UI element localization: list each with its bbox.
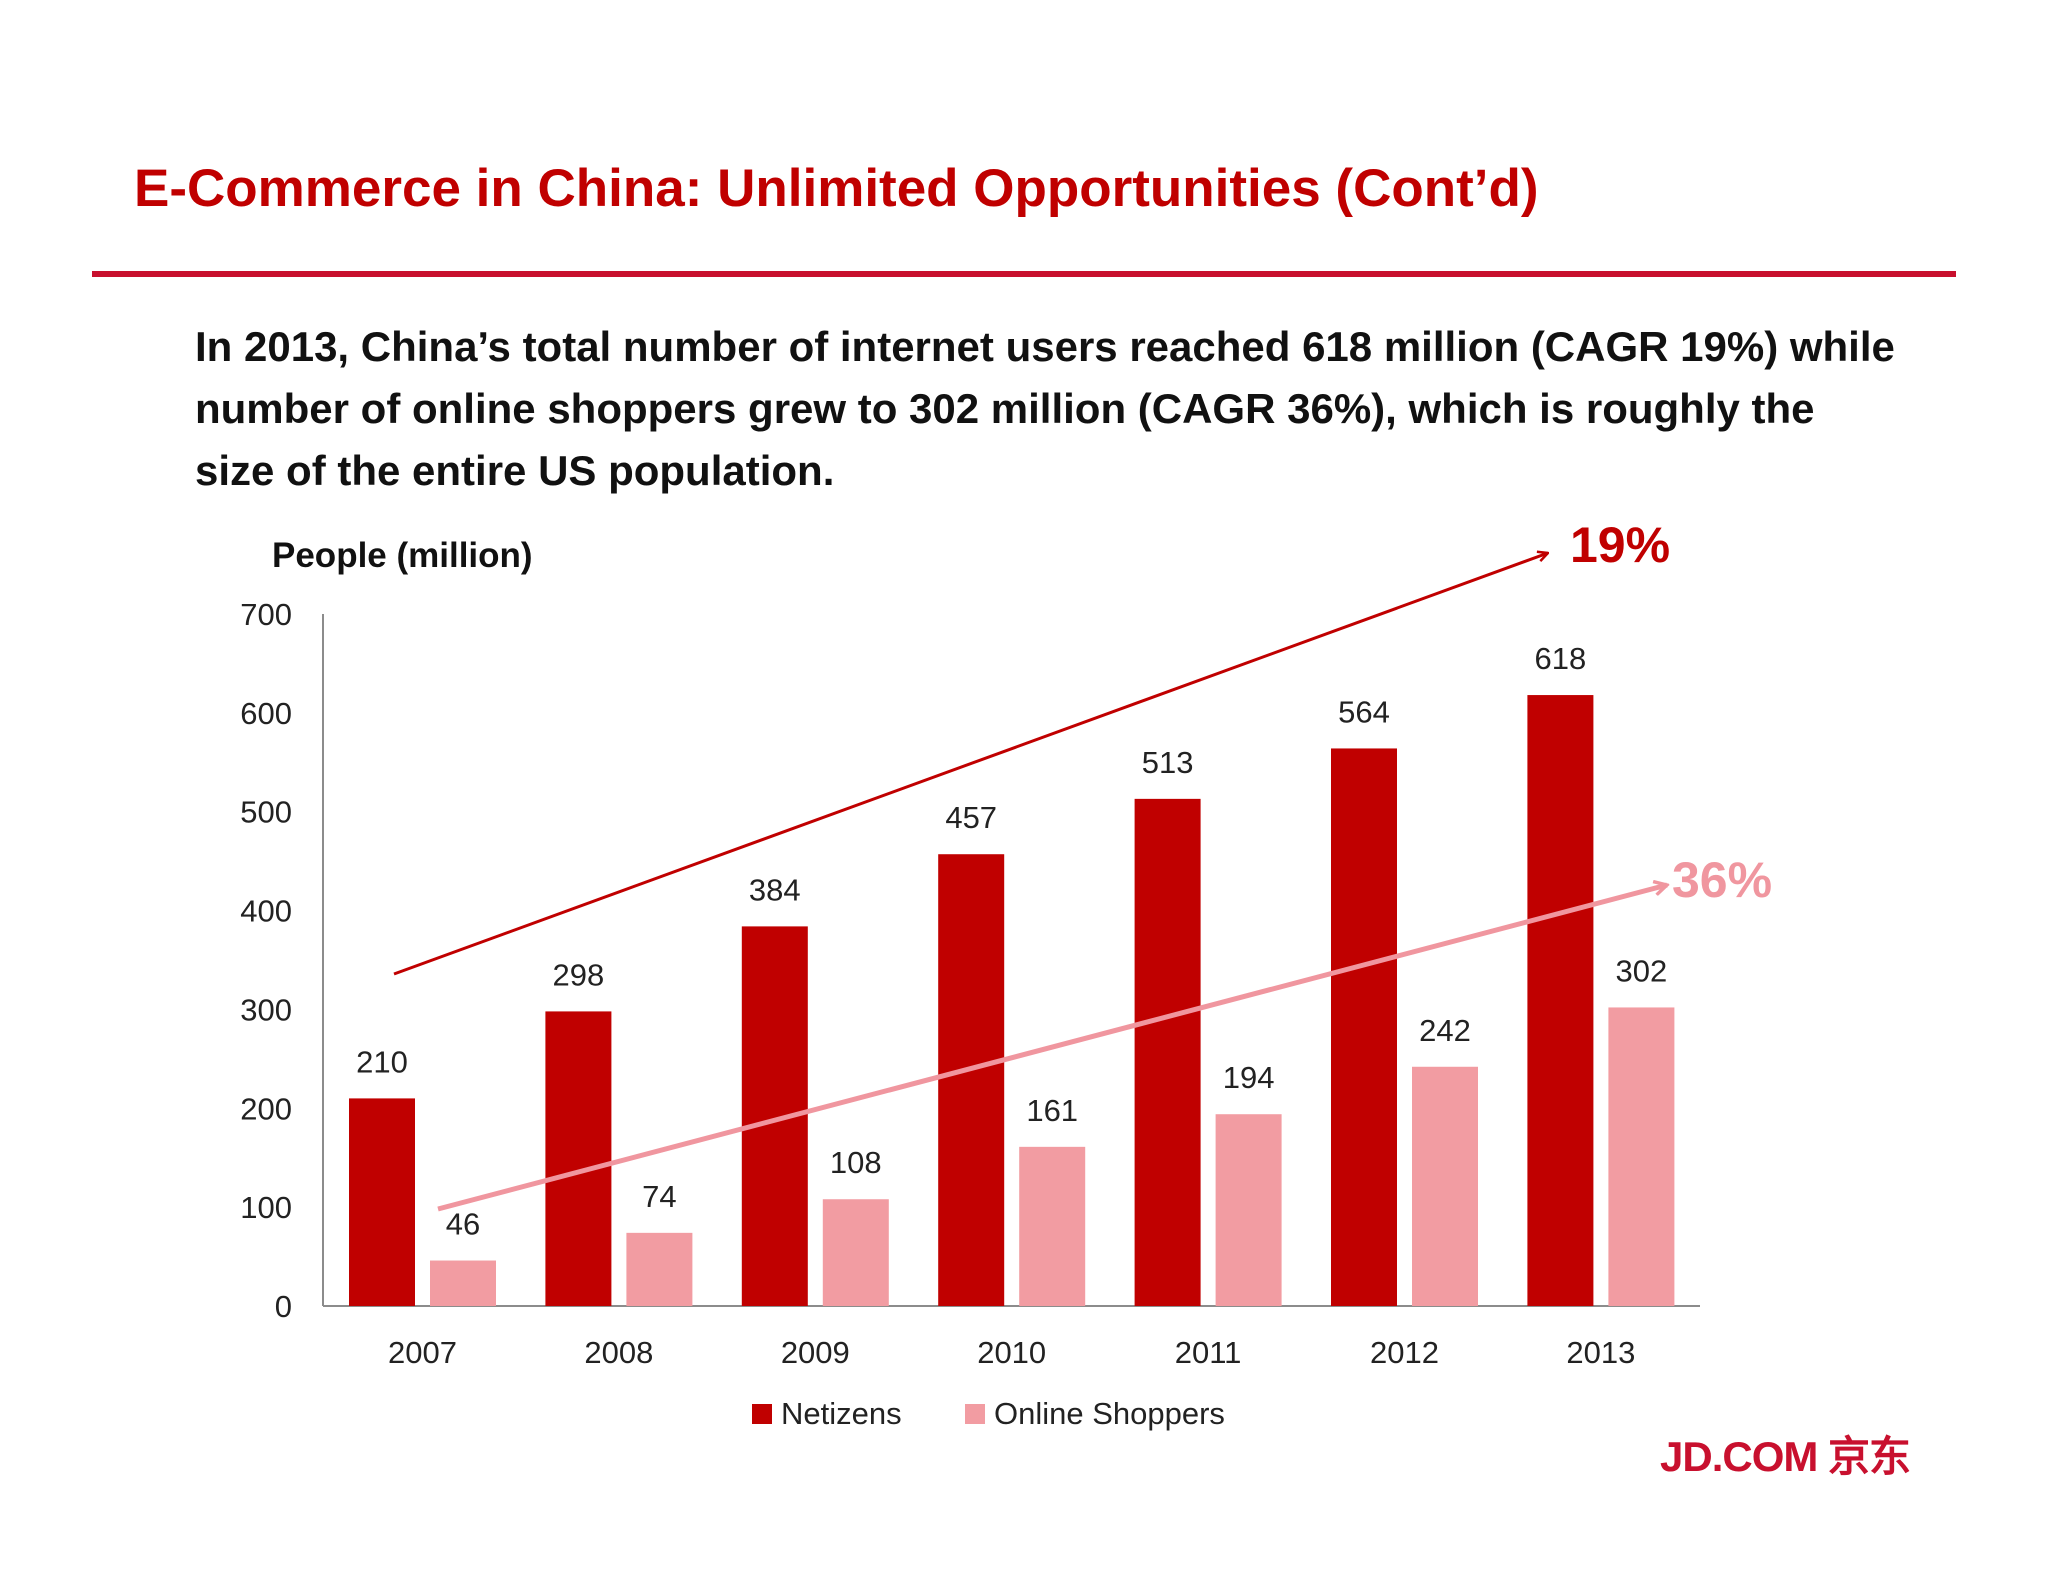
data-label-online-shoppers: 46	[446, 1207, 480, 1242]
y-tick-label: 100	[240, 1190, 292, 1225]
y-tick-label: 200	[240, 1091, 292, 1126]
trend-arrow-online-shoppers	[437, 885, 1667, 1212]
bar-netizens	[1134, 798, 1201, 1306]
data-label-netizens: 564	[1338, 694, 1390, 729]
data-label-online-shoppers: 194	[1223, 1060, 1275, 1095]
data-label-online-shoppers: 74	[642, 1179, 676, 1214]
bar-group	[349, 695, 1675, 1306]
legend-label-online-shoppers: Online Shoppers	[994, 1396, 1225, 1431]
data-label-online-shoppers: 242	[1419, 1013, 1471, 1048]
y-tick-label: 300	[240, 992, 292, 1027]
data-labels: 210 46 298 74 384 108 457 161 513 194 564 242 618 302	[356, 641, 1667, 1241]
legend-swatch-netizens	[752, 1404, 772, 1424]
data-label-netizens: 618	[1535, 641, 1587, 676]
x-tick-label: 2010	[977, 1335, 1046, 1370]
data-label-online-shoppers: 161	[1026, 1093, 1078, 1128]
data-label-online-shoppers: 302	[1616, 953, 1668, 988]
bar-online-shoppers	[822, 1199, 889, 1306]
bar-online-shoppers	[626, 1232, 693, 1306]
x-axis-ticks: 2007 2008 2009 2010 2011 2012 2013	[388, 1335, 1635, 1370]
bar-netizens	[1527, 695, 1594, 1306]
svg-text:JD.COM 京东: JD.COM 京东	[1660, 1433, 1910, 1480]
legend-swatch-online-shoppers	[965, 1404, 985, 1424]
bar-netizens	[938, 854, 1005, 1306]
data-label-netizens: 210	[356, 1044, 408, 1079]
data-label-netizens: 513	[1142, 745, 1194, 780]
slide-headline: In 2013, China’s total number of interne…	[195, 323, 1895, 494]
data-label-netizens: 384	[749, 872, 801, 907]
jd-logo: JD.COM 京东	[1660, 1433, 1911, 1480]
x-tick-label: 2011	[1175, 1335, 1242, 1370]
x-tick-label: 2009	[781, 1335, 850, 1370]
bar-online-shoppers	[1215, 1114, 1282, 1306]
cagr-netizens-label: 19%	[1570, 517, 1670, 573]
bar-netizens	[349, 1098, 415, 1306]
bar-online-shoppers	[430, 1260, 496, 1306]
trend-arrow-netizens	[393, 553, 1548, 976]
data-label-netizens: 457	[945, 800, 997, 835]
x-tick-label: 2008	[584, 1335, 653, 1370]
data-label-online-shoppers: 108	[830, 1145, 882, 1180]
title-divider	[92, 271, 1956, 277]
y-tick-label: 0	[275, 1289, 292, 1324]
bar-netizens	[545, 1011, 612, 1306]
data-label-netizens: 298	[553, 957, 605, 992]
x-tick-label: 2013	[1566, 1335, 1635, 1370]
bar-online-shoppers	[1019, 1146, 1086, 1306]
y-tick-label: 500	[240, 795, 292, 830]
cagr-online-shoppers-label: 36%	[1672, 852, 1772, 908]
y-tick-label: 400	[240, 894, 292, 929]
x-tick-label: 2012	[1370, 1335, 1439, 1370]
bar-netizens	[1331, 748, 1397, 1306]
slide-title: E-Commerce in China: Unlimited Opportuni…	[134, 159, 1539, 218]
y-axis-title: People (million)	[272, 536, 533, 575]
bar-online-shoppers	[1608, 1007, 1675, 1306]
x-tick-label: 2007	[388, 1335, 457, 1370]
y-axis-ticks: 0 100 200 300 400 500 600 700	[240, 597, 292, 1324]
y-tick-label: 700	[240, 597, 292, 632]
bar-online-shoppers	[1412, 1066, 1478, 1306]
y-tick-label: 600	[240, 696, 292, 731]
legend: Netizens Online Shoppers	[752, 1396, 1225, 1431]
legend-label-netizens: Netizens	[781, 1396, 902, 1431]
